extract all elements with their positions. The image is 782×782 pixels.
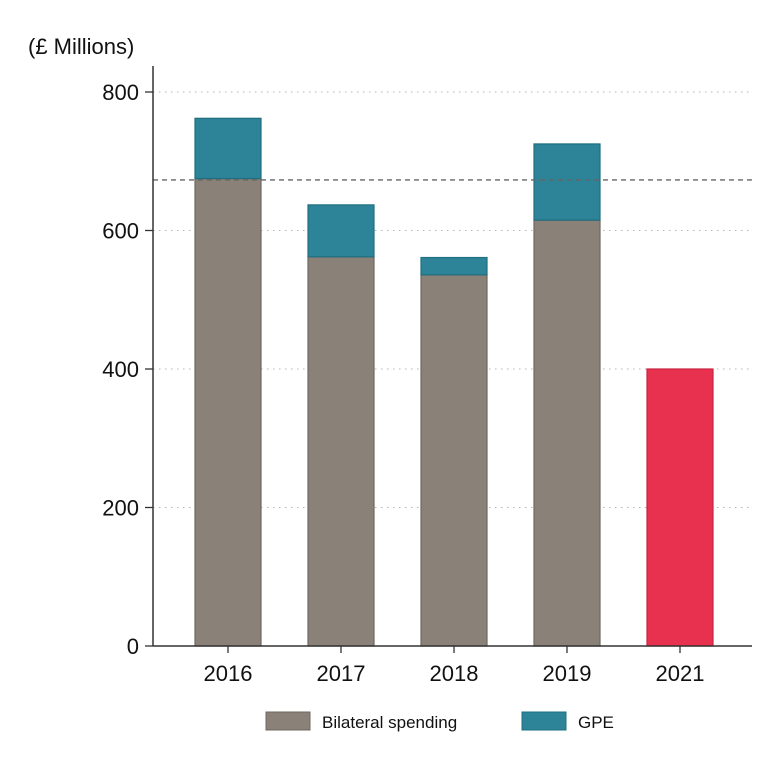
bar-2018-bilateral-spending (420, 274, 488, 647)
y-tick-label-200: 200 (102, 496, 139, 521)
legend-swatch-bilateral-spending (265, 711, 311, 731)
y-unit-label: (£ Millions) (28, 34, 134, 59)
bar-2016-bilateral-spending (194, 177, 262, 647)
x-tick-label-2017: 2017 (317, 661, 366, 686)
legend-label-bilateral-spending: Bilateral spending (322, 713, 457, 732)
bar-2016-gpe (194, 117, 262, 180)
x-tick-label-2021: 2021 (656, 661, 705, 686)
bar-2021-total (646, 368, 714, 647)
bars (194, 117, 714, 647)
y-tick-label-600: 600 (102, 219, 139, 244)
bar-2019-gpe (533, 143, 601, 221)
axes: 0 200 400 600 800 2016 2017 2018 2019 2021 (102, 66, 752, 686)
bar-2017-gpe (307, 204, 375, 258)
y-tick-label-800: 800 (102, 80, 139, 105)
y-tick-label-400: 400 (102, 357, 139, 382)
x-tick-label-2018: 2018 (430, 661, 479, 686)
x-tick-label-2016: 2016 (204, 661, 253, 686)
bar-2019-bilateral-spending (533, 219, 601, 647)
legend-label-gpe: GPE (578, 713, 614, 732)
legend: Bilateral spending GPE (265, 711, 614, 732)
bar-2018-gpe (420, 256, 488, 276)
bar-2017-bilateral-spending (307, 256, 375, 647)
x-tick-label-2019: 2019 (543, 661, 592, 686)
y-tick-label-0: 0 (127, 634, 139, 659)
legend-swatch-gpe (521, 711, 567, 731)
